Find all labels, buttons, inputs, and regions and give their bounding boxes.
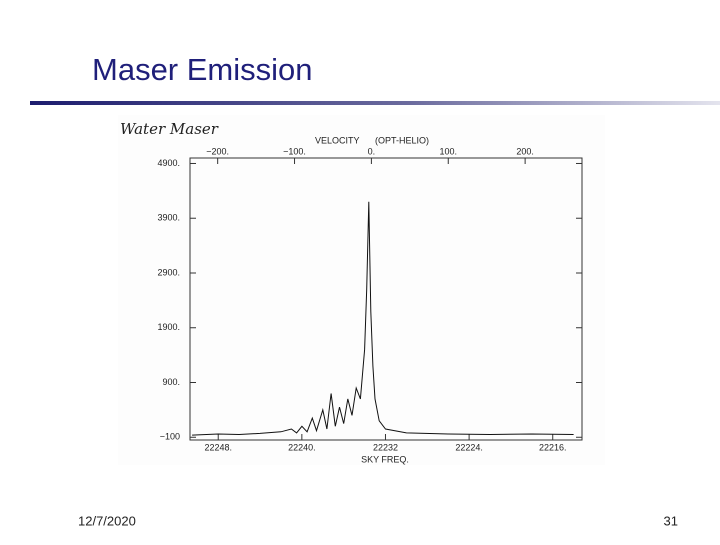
title-rule bbox=[30, 101, 720, 105]
x2-tick-label: 0. bbox=[368, 146, 376, 156]
top-axis-note: (OPT-HELIO) bbox=[375, 135, 429, 145]
x-tick-label: 22248. bbox=[204, 442, 232, 452]
x-axis-label: SKY FREQ. bbox=[361, 454, 409, 464]
x-tick-label: 22240. bbox=[288, 442, 316, 452]
top-axis-label: VELOCITY bbox=[315, 135, 360, 145]
page-number: 31 bbox=[664, 513, 678, 528]
y-tick-label: 4900. bbox=[157, 158, 180, 168]
x-tick-label: 22232 bbox=[373, 442, 398, 452]
x2-tick-label: 200. bbox=[516, 146, 534, 156]
x2-tick-label: −200. bbox=[206, 146, 229, 156]
y-tick-label: 1900. bbox=[157, 322, 180, 332]
x2-tick-label: −100. bbox=[283, 146, 306, 156]
slide-title: Maser Emission bbox=[92, 52, 313, 87]
chart-background bbox=[118, 115, 605, 465]
y-tick-label: 3900. bbox=[157, 213, 180, 223]
y-tick-label: −100 bbox=[160, 432, 180, 442]
x2-tick-label: 100. bbox=[439, 146, 457, 156]
x-tick-label: 22224. bbox=[455, 442, 483, 452]
annotation: Water Maser bbox=[120, 120, 219, 138]
slide-date: 12/7/2020 bbox=[78, 513, 136, 528]
y-tick-label: 900. bbox=[162, 377, 180, 387]
plot-frame bbox=[189, 157, 583, 441]
y-tick-label: 2900. bbox=[157, 267, 180, 277]
spectrum-line bbox=[192, 201, 574, 436]
x-tick-label: 22216. bbox=[539, 442, 567, 452]
